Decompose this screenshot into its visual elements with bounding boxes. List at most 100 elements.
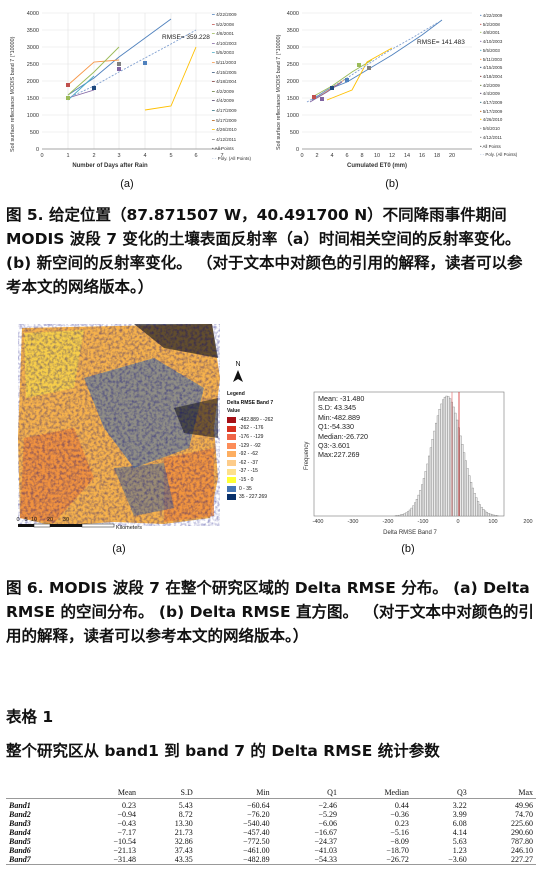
ytick: 500 (30, 130, 39, 136)
xtick: 0 (300, 153, 303, 159)
scale-tick: 20 (47, 517, 53, 523)
legend-item: ━ 4/26/2010 (212, 127, 237, 133)
table-cell: 787.80 (511, 837, 533, 846)
column-header: Min (195, 787, 273, 799)
stat-sd: S.D: 43.345 (318, 403, 356, 413)
series-line (67, 59, 120, 86)
legend-swatch (227, 485, 236, 492)
legend-item: ━ 4/17/2009 (212, 107, 237, 113)
legend-item: • 5/11/2003 (480, 56, 502, 62)
legend-class-label: -129 - -92 (239, 442, 261, 449)
right-chart-grid (302, 12, 472, 133)
histogram-bar (417, 494, 420, 517)
figure5-caption: 图 5. 给定位置（87.871507 W，40.491700 N）不同降雨事件… (6, 206, 523, 296)
legend-item: • 5/5/2003 (480, 47, 500, 53)
xtick: 10 (374, 153, 380, 159)
legend-item: • 4/4/2009 (480, 91, 500, 97)
histogram-bar (461, 444, 464, 517)
histogram-bar (408, 509, 411, 517)
xtick: -400 (312, 519, 323, 525)
histogram-bar (475, 497, 478, 517)
histogram-bar (480, 506, 483, 517)
legend-class: -62 - -37 (227, 459, 287, 468)
xtick: 7 (220, 153, 223, 159)
legend-classes: -482.889 - -262 -262 - -176 -176 - -129 -12… (227, 416, 287, 502)
scale-unit: Kilometers (116, 525, 142, 531)
stat-min: Min:-482.889 (318, 412, 360, 422)
histogram-bar (405, 512, 408, 517)
column-header: S.D (139, 787, 196, 799)
right-chart-series (306, 19, 443, 103)
stat-median: Median:-26.720 (318, 431, 368, 441)
table-cell: 5.43 (178, 801, 193, 810)
legend-item: • 5/6/2010 (480, 126, 500, 132)
table-cell: 3.99 (452, 810, 467, 819)
poly-trend (306, 22, 438, 103)
legend-swatch (227, 494, 236, 501)
legend-class: 0 - 35 (227, 485, 287, 494)
histogram-bar (489, 513, 492, 517)
table-body: Band1 0.23 5.43 −60.64 −2.46 0.44 3.22 49.96 Ban… (6, 799, 536, 865)
scale-tick: 0 (16, 517, 19, 523)
legend-item: - - Poly. (All Points) (212, 155, 251, 161)
histogram-bar (449, 398, 452, 517)
ytick: 500 (290, 130, 299, 136)
xtick: 6 (194, 153, 197, 159)
figure6-map: N 0 5 10 20 30 Kilometers Legend Delta R… (14, 318, 284, 540)
table-cell: −772.50 (243, 837, 270, 846)
row-label: Band1 (9, 801, 31, 810)
table-cell: −21.13 (113, 846, 137, 855)
table-cell: 290.60 (511, 828, 533, 837)
table1-heading: 表格 1 (6, 708, 54, 726)
ytick: 1500 (287, 96, 299, 102)
table-cell: −10.54 (113, 837, 137, 846)
histogram-xticks: -400 -300 -200 -100 0 100 200 (312, 519, 532, 525)
stat-q1: Q1:-54.330 (318, 422, 354, 432)
column-header: Mean (71, 787, 140, 799)
legend-subtitle: Delta RMSE Band 7 (227, 399, 274, 406)
legend-item: • 4/17/2009 (480, 100, 503, 106)
right-chart-rmse: RMSE= 141.483 (417, 39, 465, 46)
table-cell: −0.94 (117, 810, 137, 819)
table-cell: −8.09 (390, 837, 409, 846)
xtick: 8 (360, 153, 363, 159)
xtick: -100 (417, 519, 428, 525)
table-cell: −5.29 (318, 810, 337, 819)
table-cell: −457.40 (243, 828, 270, 837)
scale-tick: 5 (24, 517, 27, 523)
legend-item: ━ 4/18/2004 (212, 79, 237, 85)
column-header (6, 787, 72, 799)
figure5-left-chart: Soil surface reflectance MODIS band 7 (*… (10, 11, 224, 169)
histogram-bar (445, 395, 448, 517)
table-cell: 3.22 (452, 801, 467, 810)
histogram-bar (433, 430, 436, 517)
histogram-bar (443, 396, 446, 517)
histogram-bar (487, 513, 490, 517)
table-cell: −76.20 (247, 810, 270, 819)
table-cell: 43.35 (139, 855, 196, 865)
legend-class: -37 - -15 (227, 467, 287, 476)
table-cell: 4.14 (452, 828, 467, 837)
table-cell: 21.73 (174, 828, 193, 837)
north-arrow-icon (233, 370, 243, 382)
ytick: 2000 (27, 79, 39, 85)
table-cell: −3.60 (411, 855, 470, 865)
xtick: 200 (523, 519, 532, 525)
xtick: 4 (330, 153, 333, 159)
legend-item: ━ 4/10/2003 (212, 40, 237, 46)
xtick: 100 (488, 519, 497, 525)
series-line (67, 89, 95, 99)
table-cell: −26.72 (339, 855, 412, 865)
figure5-right-chart: Soil surface reflectance MODIS band 7 (*… (276, 11, 472, 169)
row-label: Band7 (6, 855, 72, 865)
column-header: Median (339, 787, 412, 799)
legend-title: Legend (227, 391, 245, 397)
series-line (144, 46, 197, 111)
legend-swatch (227, 434, 236, 441)
histogram-bar (407, 511, 410, 517)
delta-rmse-map: N 0 5 10 20 30 Kilometers (16, 324, 243, 531)
histogram-bar (424, 471, 427, 517)
point (143, 61, 147, 65)
xtick: 2 (315, 153, 318, 159)
ytick: 3000 (27, 45, 39, 51)
